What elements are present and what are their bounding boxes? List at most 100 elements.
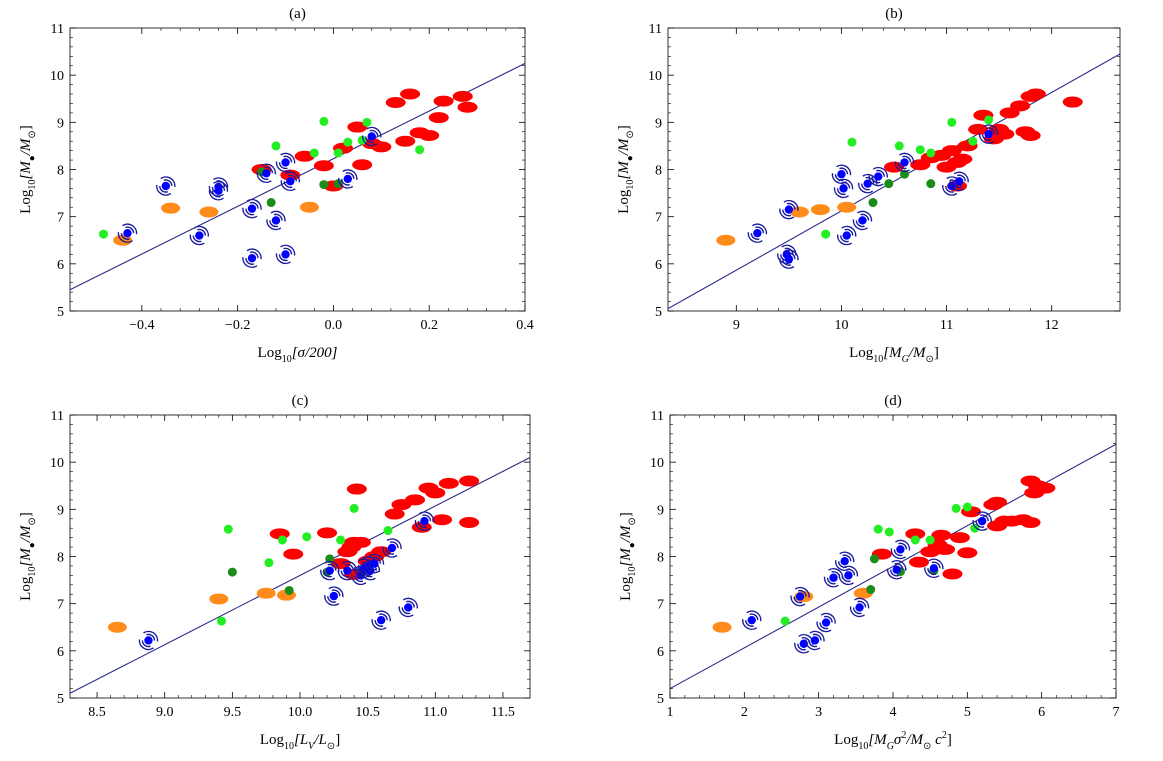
- spiral-arm: [122, 223, 138, 235]
- panel-title: (c): [292, 393, 309, 409]
- x-tick-label: −0.4: [129, 318, 154, 333]
- y-axis-label: Log10[M●/M⊙]: [618, 512, 638, 601]
- red-point: [432, 514, 453, 526]
- spiral-arm: [401, 607, 411, 615]
- spiral-arm: [138, 639, 154, 651]
- red-point: [931, 529, 952, 541]
- y-tick-label: 9: [657, 503, 664, 518]
- plot-marks: [70, 62, 525, 291]
- spiral-arm: [783, 199, 799, 211]
- plot-marks: [670, 443, 1116, 690]
- spiral-galaxy-point: [362, 126, 382, 147]
- y-tick-label: 5: [57, 305, 64, 320]
- x-tick-label: 1: [667, 705, 674, 720]
- spiral-core: [839, 184, 848, 193]
- spiral-core: [195, 231, 204, 240]
- spiral-arm: [876, 169, 885, 177]
- spiral-arm: [125, 226, 135, 234]
- red-point: [405, 494, 425, 506]
- spiral-galaxy-point: [894, 152, 915, 173]
- y-tick-label: 8: [657, 551, 664, 566]
- spiral-core: [343, 566, 352, 575]
- spiral-core: [214, 186, 223, 195]
- spiral-core: [753, 228, 762, 238]
- spiral-arm: [382, 546, 398, 558]
- spiral-arm: [366, 126, 382, 138]
- y-tick-label: 11: [651, 409, 664, 424]
- spiral-arm: [249, 251, 259, 259]
- spiral-galaxy-point: [156, 176, 176, 196]
- spiral-arm: [836, 188, 846, 196]
- spiral-arm: [745, 620, 754, 627]
- spiral-arm: [976, 511, 992, 523]
- spiral-arm: [783, 249, 799, 261]
- panel-title: (d): [884, 393, 902, 409]
- spiral-arm: [972, 520, 988, 531]
- spiral-arm: [826, 577, 836, 585]
- spiral-arm: [246, 248, 262, 260]
- spiral-arm: [890, 548, 906, 560]
- spiral-arm: [270, 210, 286, 222]
- light-green-point: [925, 535, 935, 545]
- light-green-point: [336, 535, 346, 545]
- spiral-arm: [746, 610, 762, 622]
- spiral-core: [370, 559, 379, 568]
- spiral-arm: [842, 554, 852, 562]
- light-green-point: [302, 532, 312, 542]
- x-tick-label: −0.2: [225, 318, 250, 333]
- spiral-arm: [986, 127, 996, 135]
- light-green-point: [217, 616, 227, 626]
- x-tick-label: 11.0: [423, 705, 447, 720]
- spiral-arm: [211, 190, 221, 198]
- spiral-arm: [345, 172, 355, 180]
- x-tick-label: 2: [741, 705, 748, 720]
- x-tick-label: 11: [940, 318, 953, 333]
- spiral-arm: [345, 563, 355, 571]
- spiral-arm: [259, 173, 269, 181]
- panel-3: 1 2 3 4 5 6 7 5 6 7 8 9 10 11 (d) Log10[MGσ2/M⊙ c2] Log1…: [618, 393, 1120, 752]
- light-green-point: [99, 229, 109, 239]
- spiral-arm: [280, 180, 296, 192]
- spiral-arm: [820, 612, 836, 624]
- spiral-arm: [809, 630, 825, 642]
- spiral-arm: [283, 181, 293, 189]
- red-point: [987, 496, 1008, 508]
- light-green-point: [271, 141, 281, 151]
- spiral-arm: [979, 514, 989, 522]
- red-point: [283, 548, 304, 560]
- spiral-arm: [902, 155, 912, 163]
- light-green-point: [309, 148, 319, 158]
- light-green-point: [947, 117, 957, 127]
- spiral-arm: [952, 181, 962, 189]
- spiral-core: [929, 564, 939, 573]
- light-green-point: [968, 136, 978, 146]
- spiral-arm: [213, 177, 229, 189]
- spiral-core: [747, 615, 756, 625]
- spiral-arm: [242, 207, 258, 219]
- spiral-galaxy-point: [364, 553, 385, 574]
- spiral-arm: [273, 213, 283, 221]
- spiral-galaxy-point: [275, 152, 296, 173]
- red-point: [957, 547, 978, 559]
- red-point: [347, 121, 368, 133]
- y-tick-label: 10: [650, 456, 664, 471]
- spiral-arm: [823, 615, 833, 623]
- spiral-core: [281, 158, 290, 167]
- spiral-galaxy-point: [972, 511, 992, 531]
- spiral-arm: [328, 586, 344, 598]
- y-tick-label: 11: [649, 22, 662, 37]
- spiral-core: [404, 603, 413, 612]
- spiral-arm: [360, 569, 376, 581]
- spiral-arm: [371, 619, 387, 630]
- spiral-arm: [342, 169, 358, 181]
- light-green-point: [383, 526, 393, 536]
- y-tick-label: 9: [655, 116, 662, 131]
- orange-point: [209, 593, 229, 605]
- red-point: [371, 141, 392, 153]
- spiral-arm: [836, 164, 852, 176]
- spiral-core: [123, 228, 132, 238]
- spiral-core: [420, 516, 429, 526]
- spiral-arm: [193, 225, 210, 237]
- red-point: [385, 97, 406, 109]
